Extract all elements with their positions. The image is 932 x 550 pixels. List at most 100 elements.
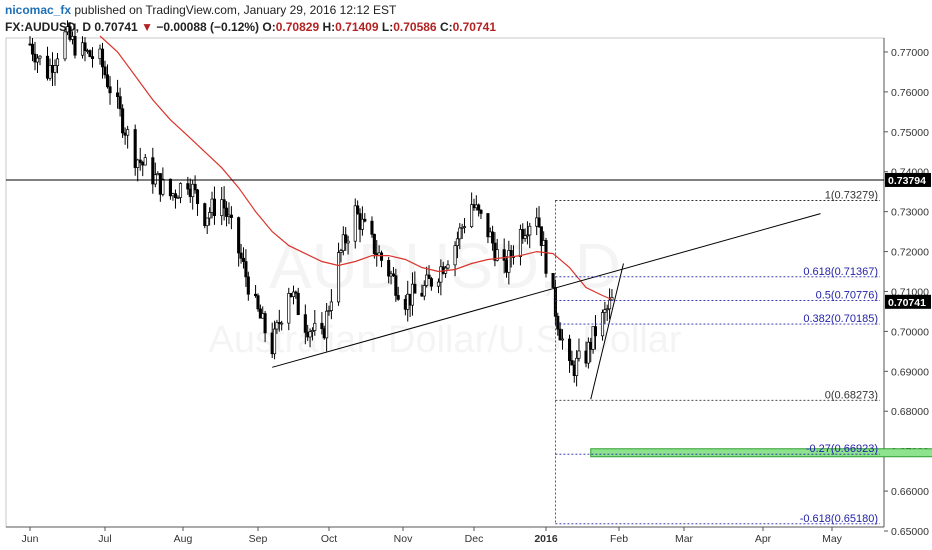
x-tick-label: Jun	[22, 533, 39, 545]
username-link[interactable]: nicomac_fx	[5, 3, 72, 17]
candle-body	[320, 322, 324, 330]
fib-level-label: -0.618(0.65180)	[800, 513, 878, 525]
candle-body	[479, 209, 483, 214]
candle-body	[108, 86, 112, 94]
fib-level-label: 0.618(0.71367)	[803, 266, 878, 278]
candle-body	[68, 26, 72, 40]
candle-body	[237, 217, 241, 254]
candle-body	[65, 26, 70, 33]
candle-body	[308, 331, 312, 338]
chart-header: nicomac_fx published on TradingView.com,…	[0, 0, 932, 38]
y-tick-label: 0.65000	[891, 526, 929, 538]
candle-body	[53, 65, 57, 73]
x-tick-label: Sep	[249, 533, 268, 545]
candle-body	[38, 55, 42, 59]
candle-body	[246, 276, 250, 295]
candle-body	[593, 326, 598, 337]
candle-body	[518, 229, 523, 257]
down-arrow-icon: ▼	[141, 20, 153, 34]
candle-body	[453, 245, 457, 266]
candle-body	[360, 218, 364, 230]
candle-body	[229, 214, 233, 218]
candle-body	[556, 315, 560, 330]
candle-body	[394, 275, 398, 296]
current-price-label: 0.70741	[888, 297, 926, 309]
candle-body	[575, 357, 579, 376]
candle-body	[83, 42, 87, 51]
candle-body	[356, 205, 360, 214]
candle-body	[294, 291, 298, 294]
candle-body	[256, 295, 260, 310]
candle-body	[339, 250, 343, 253]
trendline-support	[272, 213, 821, 368]
open-label: O:	[262, 20, 276, 34]
candle-body	[133, 129, 137, 168]
x-tick-label: Apr	[755, 533, 772, 545]
candle-body	[193, 183, 197, 191]
x-tick-label: Oct	[321, 533, 337, 545]
candle-body	[118, 96, 122, 110]
x-tick-label: May	[822, 533, 843, 545]
fib-level-label: 0.5(0.70776)	[816, 289, 878, 301]
candle-body	[413, 283, 417, 294]
candle-body	[48, 65, 52, 79]
candle-body	[105, 74, 110, 88]
candle-body	[521, 229, 525, 239]
moving-average-line	[99, 35, 613, 301]
watermark-symbol: AUDUSD, D	[269, 230, 621, 302]
y-tick-label: 0.72000	[891, 247, 929, 259]
resistance-price-label: 0.73794	[888, 175, 926, 187]
candle-body	[100, 48, 105, 68]
candle-body	[116, 92, 120, 97]
candle-body	[227, 214, 231, 217]
candle-body	[224, 207, 229, 217]
candle-body	[123, 132, 127, 136]
candle-body	[263, 313, 267, 334]
candle-body	[600, 312, 605, 337]
candle-body	[544, 240, 548, 274]
y-tick-label: 0.69000	[891, 366, 929, 378]
candle-body	[210, 198, 214, 213]
fib-level-label: 0(0.68273)	[825, 389, 878, 401]
candle-body	[138, 159, 142, 163]
candle-body	[310, 330, 314, 333]
candle-body	[303, 314, 307, 333]
candle-body	[372, 233, 376, 255]
candle-body	[591, 326, 595, 350]
candle-body	[153, 174, 157, 185]
x-tick-label: Aug	[174, 533, 193, 545]
y-tick-label: 0.77000	[891, 47, 929, 59]
fib-level-label: 1(0.73279)	[825, 190, 878, 202]
candle-body	[50, 65, 55, 73]
x-tick-label: Jul	[98, 533, 111, 545]
candle-body	[491, 231, 495, 244]
candle-body	[168, 178, 172, 197]
candle-body	[539, 226, 543, 246]
candle-body	[85, 50, 90, 52]
y-tick-label: 0.73000	[891, 207, 929, 219]
published-text: published on TradingView.com, January 29…	[74, 3, 397, 17]
candle-body	[222, 199, 226, 209]
candle-body	[203, 203, 207, 226]
candle-body	[477, 204, 481, 211]
candle-body	[509, 250, 513, 257]
publish-info: nicomac_fx published on TradingView.com,…	[5, 3, 396, 17]
candle-body	[507, 250, 511, 273]
candle-body	[98, 48, 102, 59]
current-price-label-bg	[885, 294, 931, 309]
candle-body	[55, 58, 60, 66]
fib-level-label: 0.382(0.70185)	[803, 313, 878, 325]
candle-body	[410, 283, 415, 306]
low-label: L:	[381, 20, 394, 34]
y-tick-label: 0.75000	[891, 127, 929, 139]
candle-body	[387, 260, 391, 277]
candle-body	[103, 66, 107, 76]
candle-body	[33, 53, 37, 63]
candle-body	[161, 178, 165, 195]
x-tick-label: Nov	[394, 533, 413, 545]
candle-body	[470, 204, 474, 227]
candle-body	[30, 43, 35, 55]
candle-body	[73, 35, 77, 56]
candle-body	[90, 56, 95, 59]
